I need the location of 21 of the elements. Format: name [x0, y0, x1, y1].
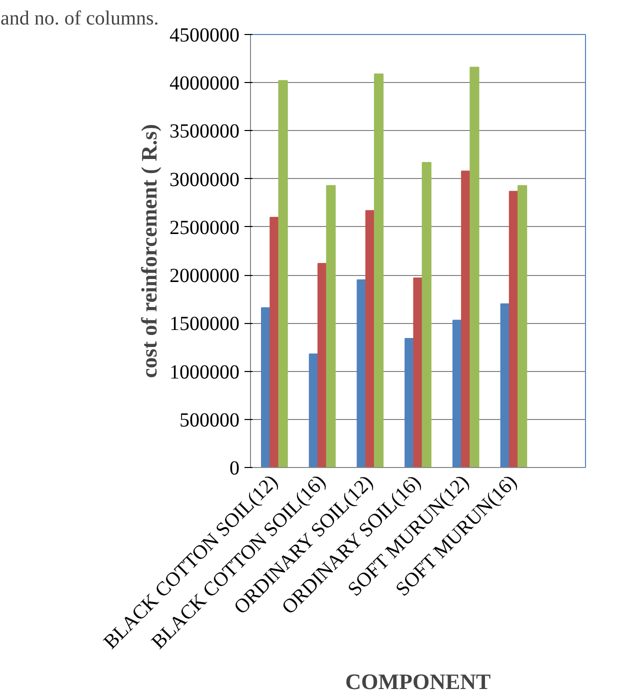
y-axis-title: cost of reinforcement ( R.s) [136, 124, 162, 378]
bar [470, 66, 480, 468]
x-axis-title: COMPONENT [345, 669, 492, 694]
y-tick-label: 0 [230, 458, 240, 480]
bar [374, 73, 384, 468]
bar [413, 277, 423, 468]
bar [356, 279, 366, 468]
y-tick-label: 4000000 [170, 72, 240, 95]
bar [422, 162, 432, 468]
y-tick-label: 1500000 [170, 313, 240, 336]
y-tick-label: 3000000 [170, 168, 240, 191]
text: and no. of columns. [0, 8, 159, 30]
y-tick-label: 2500000 [170, 216, 240, 239]
y-tick-label: 3500000 [170, 120, 240, 143]
y-tick-label: 2000000 [170, 265, 240, 288]
bar [326, 185, 336, 468]
y-tick-label: 500000 [180, 409, 240, 432]
bar [278, 80, 288, 468]
bar [518, 185, 528, 468]
y-tick-label: 1000000 [170, 361, 240, 384]
y-tick-label: 4500000 [170, 24, 240, 46]
